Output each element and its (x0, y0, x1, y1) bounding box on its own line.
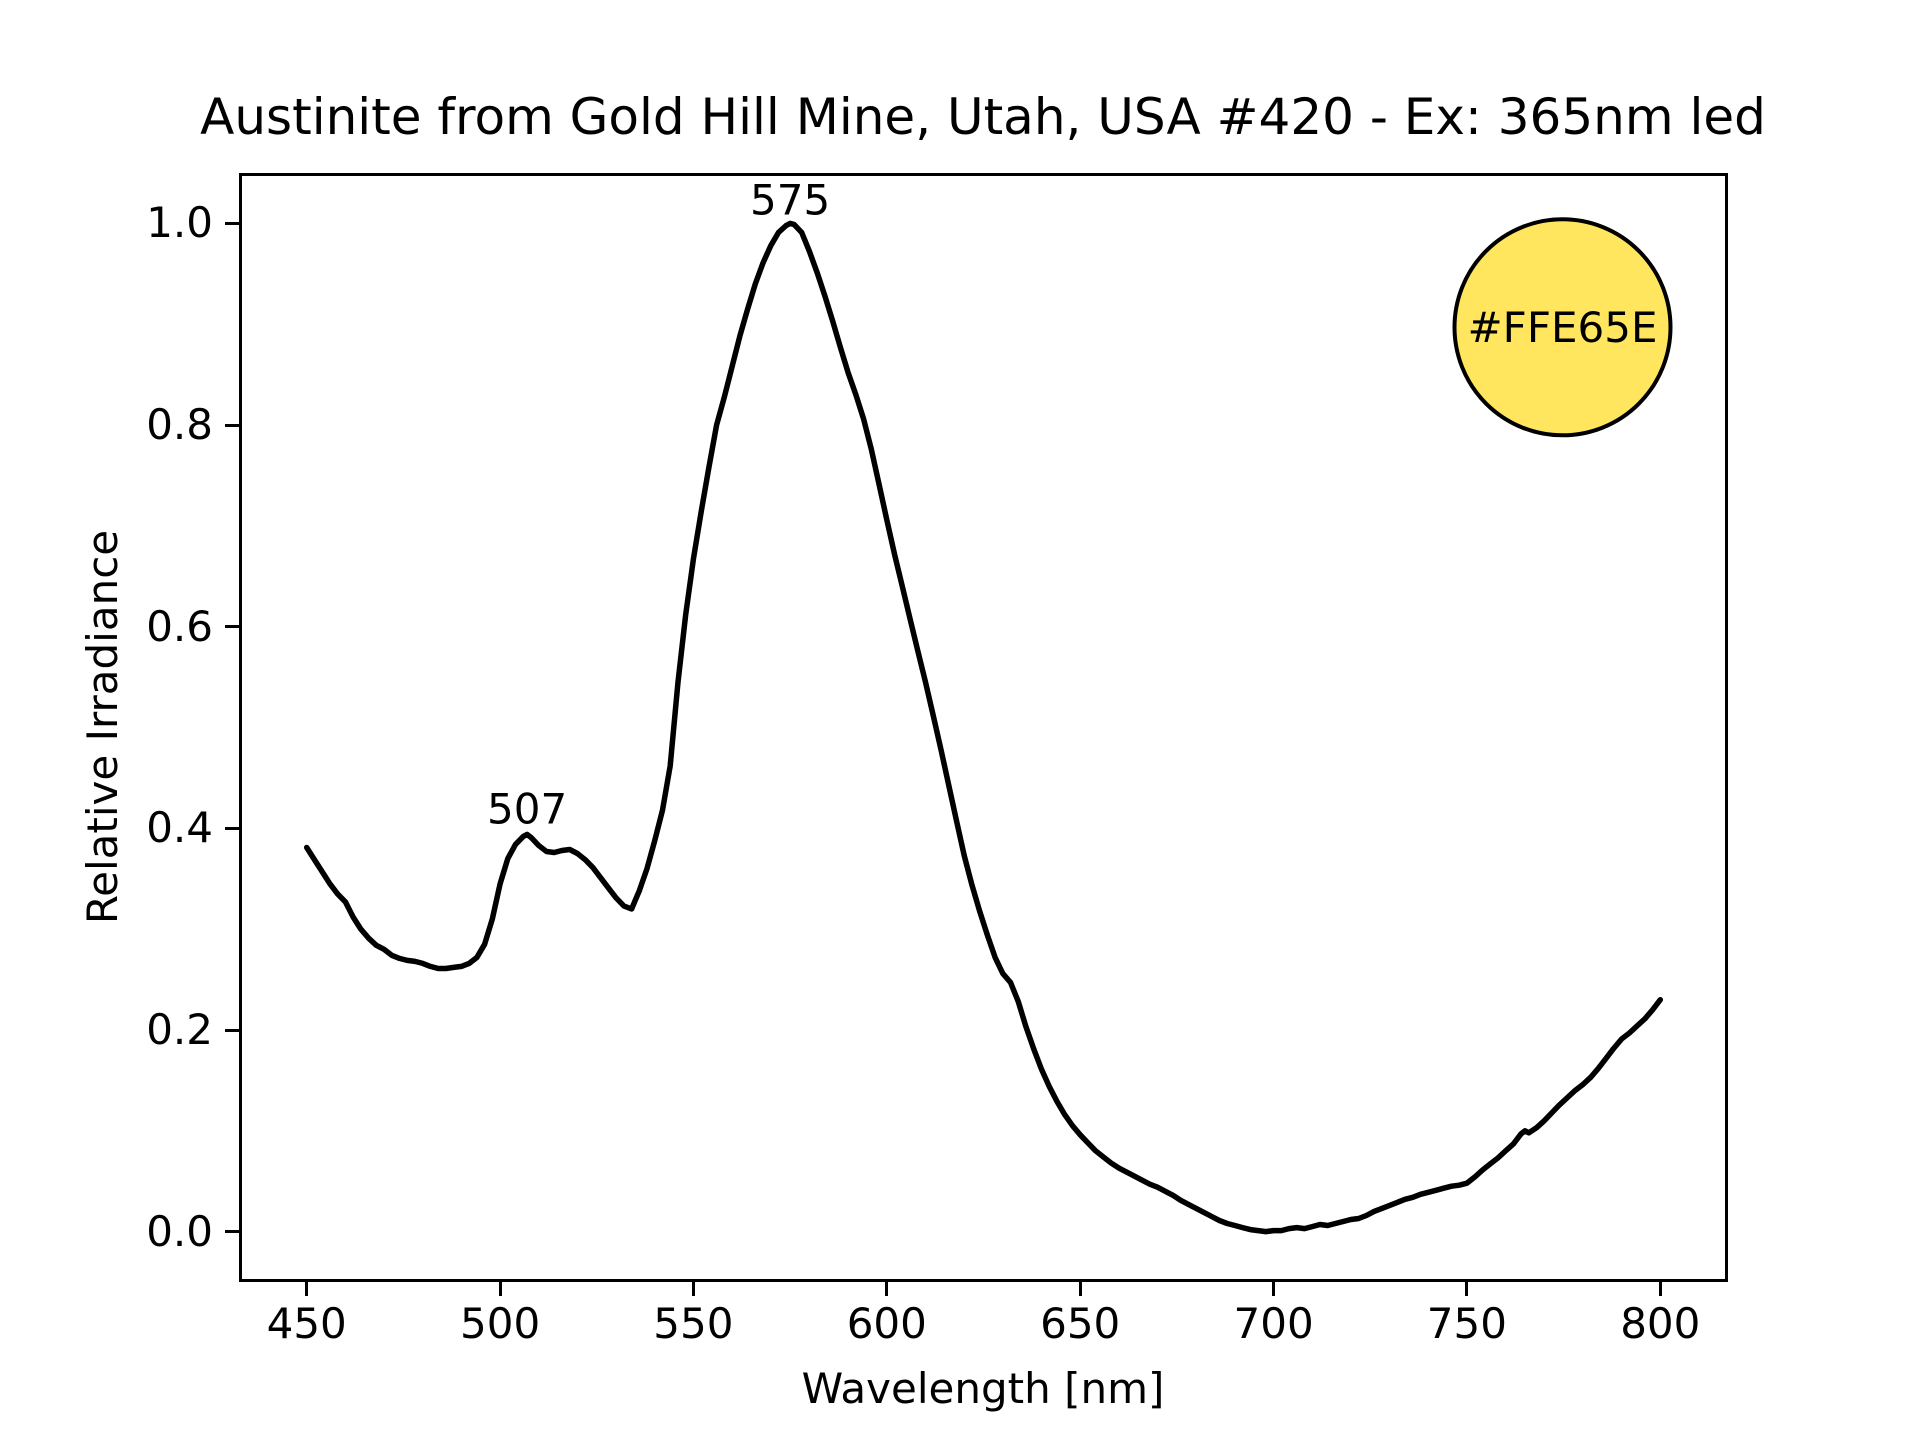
x-tick-500 (498, 1282, 502, 1296)
y-tick-0.8 (225, 423, 239, 427)
x-tick-600 (885, 1282, 889, 1296)
y-tick-1.0 (225, 221, 239, 225)
chart-title: Austinite from Gold Hill Mine, Utah, USA… (200, 88, 1766, 146)
plot-area: 507 575 #FFE65E (239, 173, 1728, 1282)
y-tick-0.4 (225, 826, 239, 830)
x-tick-label-650: 650 (1040, 1299, 1121, 1348)
x-tick-label-450: 450 (266, 1299, 347, 1348)
spectrum-line (303, 220, 1664, 1235)
y-tick-0.2 (225, 1028, 239, 1032)
peak-annotation-507: 507 (487, 784, 567, 833)
x-tick-750 (1465, 1282, 1469, 1296)
peak-annotation-575: 575 (750, 175, 830, 224)
x-tick-label-800: 800 (1620, 1299, 1701, 1348)
y-tick-label-1.0: 1.0 (146, 198, 213, 248)
x-tick-label-600: 600 (846, 1299, 927, 1348)
y-tick-label-0.4: 0.4 (146, 803, 213, 853)
color-swatch-circle (1452, 217, 1673, 438)
y-tick-label-0.6: 0.6 (146, 601, 213, 651)
x-tick-label-500: 500 (460, 1299, 541, 1348)
x-tick-800 (1658, 1282, 1662, 1296)
x-tick-label-750: 750 (1426, 1299, 1507, 1348)
x-tick-label-700: 700 (1233, 1299, 1314, 1348)
y-tick-0.6 (225, 625, 239, 629)
y-axis-label: Relative Irradiance (78, 529, 127, 925)
x-tick-450 (305, 1282, 309, 1296)
x-tick-650 (1078, 1282, 1082, 1296)
y-tick-label-0.8: 0.8 (146, 400, 213, 449)
y-tick-label-0.2: 0.2 (146, 1005, 213, 1054)
spectrum-plot-svg: 507 575 #FFE65E (303, 175, 1673, 1235)
x-tick-label-550: 550 (653, 1299, 734, 1348)
y-tick-label-0.0: 0.0 (146, 1206, 213, 1256)
x-axis-label: Wavelength [nm] (801, 1364, 1165, 1413)
x-tick-700 (1272, 1282, 1276, 1296)
x-tick-550 (691, 1282, 695, 1296)
y-tick-0.0 (225, 1230, 239, 1234)
color-swatch-label: #FFE65E (1467, 303, 1657, 352)
